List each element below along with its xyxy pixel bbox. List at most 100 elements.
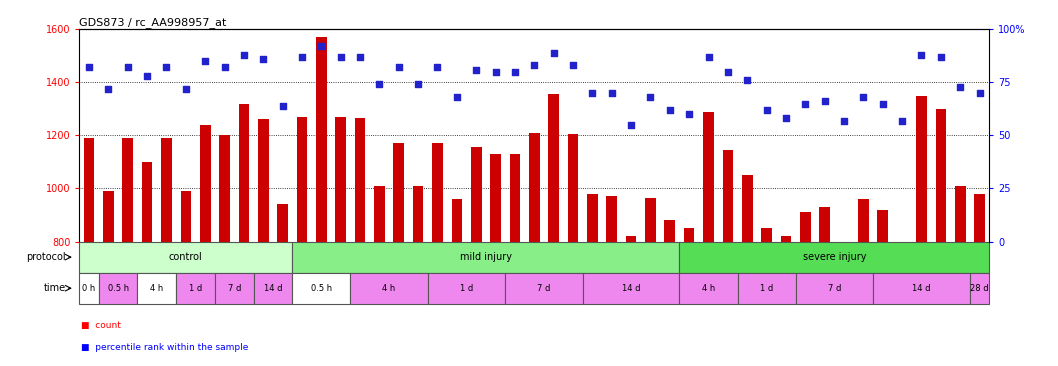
Bar xyxy=(292,242,679,273)
Bar xyxy=(296,117,307,242)
Bar xyxy=(873,273,970,304)
Point xyxy=(507,69,524,75)
Bar xyxy=(781,236,791,242)
Bar xyxy=(742,175,752,242)
Point xyxy=(836,117,853,123)
Bar xyxy=(737,273,796,304)
Bar xyxy=(529,133,540,242)
Bar xyxy=(490,154,500,242)
Point xyxy=(894,117,911,123)
Text: 7 d: 7 d xyxy=(227,284,241,293)
Point xyxy=(971,90,988,96)
Bar xyxy=(79,273,98,304)
Bar xyxy=(625,236,637,242)
Bar xyxy=(176,273,215,304)
Text: 4 h: 4 h xyxy=(383,284,396,293)
Point xyxy=(158,64,175,70)
Text: ■  count: ■ count xyxy=(81,321,122,330)
Bar xyxy=(762,228,772,242)
Bar xyxy=(258,119,269,242)
Bar xyxy=(79,242,292,273)
Bar xyxy=(583,273,679,304)
Point xyxy=(139,73,156,79)
Point xyxy=(545,50,562,56)
Bar xyxy=(375,186,385,242)
Bar xyxy=(354,118,365,242)
Bar xyxy=(704,112,714,242)
Point xyxy=(487,69,504,75)
Text: 0.5 h: 0.5 h xyxy=(311,284,332,293)
Bar xyxy=(471,147,481,242)
Point xyxy=(855,94,872,100)
Bar xyxy=(955,186,966,242)
Text: 1 d: 1 d xyxy=(760,284,773,293)
Bar xyxy=(548,94,559,242)
Bar xyxy=(916,96,927,242)
Bar xyxy=(506,273,583,304)
Text: 28 d: 28 d xyxy=(970,284,989,293)
Bar xyxy=(796,273,873,304)
Point xyxy=(99,86,116,92)
Point xyxy=(430,64,446,70)
Point xyxy=(584,90,601,96)
Point xyxy=(603,90,620,96)
Point xyxy=(622,122,639,128)
Text: 0.5 h: 0.5 h xyxy=(108,284,129,293)
Bar xyxy=(723,150,733,242)
Point xyxy=(390,64,407,70)
Text: control: control xyxy=(169,252,203,262)
Point xyxy=(642,94,659,100)
Point xyxy=(526,63,543,68)
Point xyxy=(313,43,330,49)
Bar xyxy=(510,154,521,242)
Bar xyxy=(350,273,427,304)
Bar xyxy=(103,191,113,242)
Point xyxy=(468,67,485,72)
Bar xyxy=(84,138,94,242)
Bar xyxy=(452,199,462,242)
Bar xyxy=(974,194,985,242)
Bar xyxy=(161,138,171,242)
Bar xyxy=(215,273,254,304)
Point xyxy=(913,52,930,58)
Bar xyxy=(679,242,989,273)
Bar xyxy=(568,134,579,242)
Bar xyxy=(970,273,989,304)
Point xyxy=(700,54,717,60)
Text: 1 d: 1 d xyxy=(189,284,202,293)
Text: 7 d: 7 d xyxy=(827,284,841,293)
Bar xyxy=(219,135,230,242)
Bar xyxy=(277,204,288,242)
Point xyxy=(80,64,97,70)
Point xyxy=(236,52,253,58)
Bar xyxy=(181,191,191,242)
Text: ■  percentile rank within the sample: ■ percentile rank within the sample xyxy=(81,343,249,352)
Point xyxy=(449,94,466,100)
Point xyxy=(661,107,678,113)
Bar xyxy=(683,228,694,242)
Point xyxy=(778,116,795,122)
Bar xyxy=(142,162,152,242)
Point xyxy=(178,86,195,92)
Point xyxy=(797,101,814,107)
Text: protocol: protocol xyxy=(26,252,66,262)
Bar xyxy=(427,273,506,304)
Text: 0 h: 0 h xyxy=(83,284,95,293)
Text: mild injury: mild injury xyxy=(460,252,512,262)
Point xyxy=(759,107,776,113)
Bar xyxy=(858,199,869,242)
Text: GDS873 / rc_AA998957_at: GDS873 / rc_AA998957_at xyxy=(79,17,226,28)
Text: 14 d: 14 d xyxy=(622,284,640,293)
Bar xyxy=(877,210,888,242)
Bar xyxy=(138,273,176,304)
Bar xyxy=(98,273,138,304)
Text: 4 h: 4 h xyxy=(150,284,163,293)
Text: severe injury: severe injury xyxy=(803,252,867,262)
Bar xyxy=(413,186,423,242)
Point xyxy=(409,82,426,87)
Text: 14 d: 14 d xyxy=(263,284,282,293)
Bar xyxy=(238,104,250,242)
Text: 7 d: 7 d xyxy=(537,284,550,293)
Bar xyxy=(606,197,617,242)
Bar xyxy=(123,138,133,242)
